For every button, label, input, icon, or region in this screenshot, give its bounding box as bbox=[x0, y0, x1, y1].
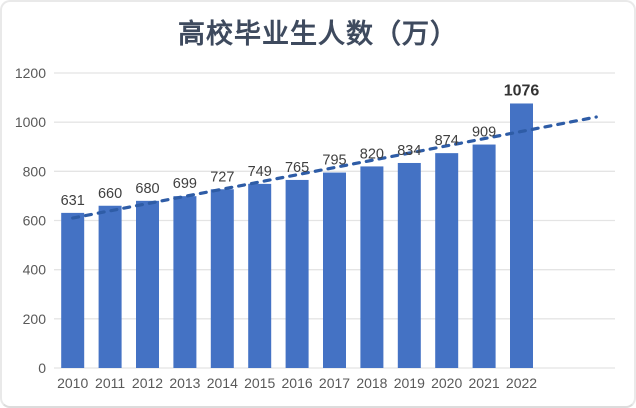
x-axis-tick-label: 2016 bbox=[282, 375, 313, 391]
x-axis-tick-label: 2014 bbox=[207, 375, 238, 391]
bar-data-label: 765 bbox=[285, 160, 309, 176]
y-axis-tick-label: 0 bbox=[38, 360, 46, 376]
x-axis-tick-label: 2019 bbox=[394, 375, 425, 391]
bar-data-label: 727 bbox=[210, 169, 234, 185]
x-axis-tick-label: 2022 bbox=[506, 375, 537, 391]
bar-data-label: 680 bbox=[135, 181, 159, 197]
x-axis-tick-label: 2020 bbox=[431, 375, 462, 391]
bar-data-label: 820 bbox=[360, 146, 384, 162]
y-axis-tick-label: 200 bbox=[23, 311, 47, 327]
trend-line bbox=[71, 115, 598, 220]
bar bbox=[98, 205, 122, 368]
bar bbox=[323, 172, 346, 368]
x-axis-tick-label: 2015 bbox=[244, 375, 275, 391]
y-axis-tick-label: 600 bbox=[23, 213, 47, 229]
x-axis-tick-label: 2011 bbox=[95, 375, 125, 391]
x-axis-tick-label: 2010 bbox=[57, 375, 88, 391]
bar bbox=[435, 153, 459, 368]
bar bbox=[248, 183, 272, 368]
bar-data-label: 660 bbox=[98, 186, 122, 202]
bar bbox=[472, 144, 496, 368]
bar bbox=[285, 179, 309, 368]
bar-data-label: 699 bbox=[173, 176, 197, 192]
x-axis-tick-label: 2012 bbox=[132, 375, 163, 391]
y-axis-tick-label: 800 bbox=[23, 163, 47, 179]
bar-data-label: 834 bbox=[397, 143, 421, 159]
x-axis-tick-label: 2021 bbox=[469, 375, 500, 391]
bar-data-label: 909 bbox=[472, 125, 496, 141]
bar-data-label: 1076 bbox=[504, 82, 540, 99]
y-axis-tick-label: 1200 bbox=[15, 65, 46, 81]
bar-data-label: 874 bbox=[435, 133, 459, 149]
x-axis-tick-label: 2017 bbox=[319, 375, 350, 391]
bar-data-label: 631 bbox=[61, 193, 85, 209]
bar bbox=[136, 200, 159, 368]
y-axis-tick-label: 400 bbox=[23, 262, 47, 278]
x-axis-tick-label: 2013 bbox=[169, 375, 200, 391]
bar bbox=[510, 103, 533, 368]
bar bbox=[61, 212, 85, 368]
bar bbox=[397, 162, 421, 368]
bar bbox=[210, 189, 234, 368]
bar bbox=[173, 196, 197, 368]
x-axis-tick-label: 2018 bbox=[356, 375, 387, 391]
bar-data-label: 795 bbox=[322, 153, 346, 169]
bar bbox=[360, 166, 384, 368]
chart-title: 高校毕业生人数（万） bbox=[178, 19, 458, 49]
bar-data-label: 749 bbox=[248, 164, 272, 180]
y-axis-tick-label: 1000 bbox=[15, 114, 46, 130]
